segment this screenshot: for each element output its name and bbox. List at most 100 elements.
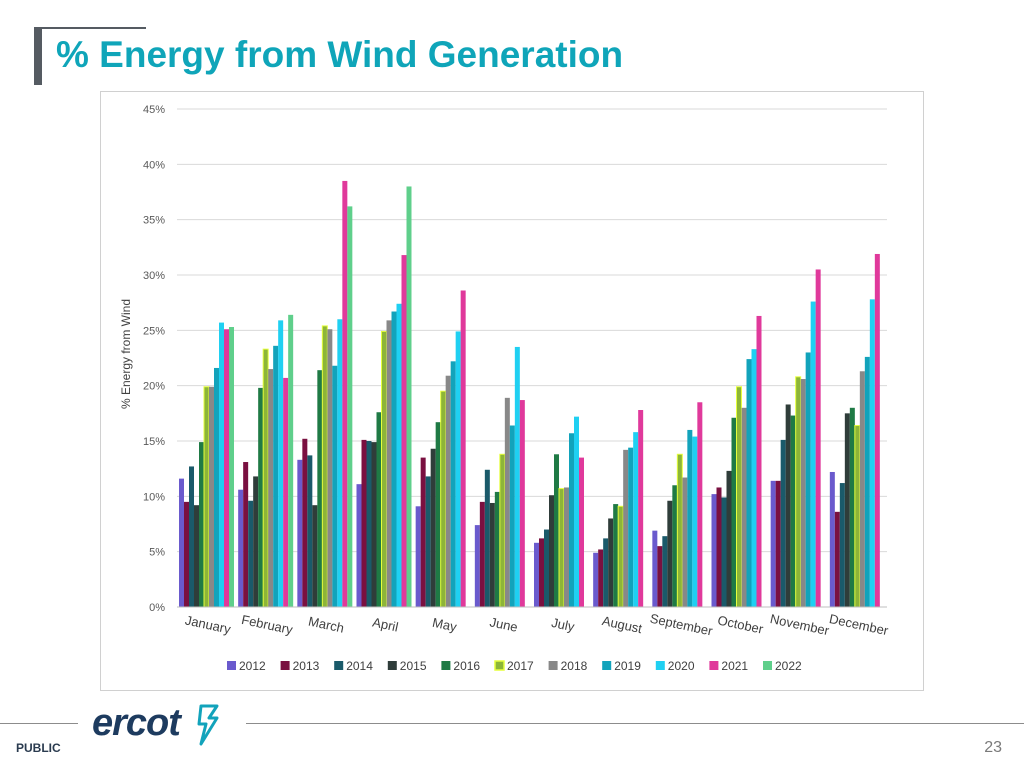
bar-2016-november — [790, 415, 796, 607]
bar-2013-february — [243, 462, 249, 607]
bar-2013-october — [716, 487, 722, 607]
bar-2013-may — [420, 457, 426, 607]
bar-2013-september — [657, 546, 663, 607]
legend-label: 2015 — [400, 659, 427, 673]
x-tick-label: April — [371, 615, 400, 635]
x-tick-label: November — [769, 611, 831, 638]
bar-2012-january — [179, 478, 184, 607]
bar-2021-july — [579, 457, 584, 607]
legend-swatch-2016 — [441, 661, 451, 670]
bar-2017-january — [203, 386, 210, 608]
x-tick-label: February — [240, 612, 294, 638]
lightning-bolt-icon — [197, 704, 219, 746]
wind-energy-chart: 0% 5% 10% 15% 20% 25% 30% 35% 40% 45% % Energy fro… — [119, 104, 890, 673]
bar-2013-august — [598, 549, 604, 607]
legend-swatch-2015 — [387, 661, 397, 670]
bar-2018-august — [623, 449, 629, 607]
bar-2020-october — [751, 349, 757, 607]
bar-2015-may — [430, 448, 436, 607]
legend-swatch-2021 — [709, 661, 719, 670]
bar-2012-december — [829, 471, 835, 607]
bar-2013-january — [184, 501, 189, 607]
bar-2015-march — [312, 505, 318, 607]
y-tick-label: 40% — [143, 159, 165, 171]
bar-2021-january — [224, 329, 229, 607]
bar-2015-september — [667, 500, 673, 607]
bar-2021-june — [519, 400, 525, 607]
x-tick-label: August — [601, 613, 644, 636]
bar-2017-october — [736, 386, 742, 608]
bar-2016-january — [199, 442, 204, 607]
bar-2014-october — [721, 497, 727, 607]
bar-2017-august — [617, 505, 624, 608]
x-tick-label: September — [649, 611, 715, 639]
bar-2016-june — [494, 491, 500, 607]
bar-2013-july — [539, 538, 544, 607]
bar-2014-september — [662, 536, 668, 607]
legend-label: 2022 — [775, 659, 802, 673]
footer-divider-right — [246, 723, 1024, 724]
y-tick-label: 15% — [143, 436, 165, 448]
bar-2017-february — [262, 348, 269, 608]
bar-2013-april — [361, 439, 367, 607]
bar-2012-november — [770, 480, 776, 607]
legend-label: 2016 — [453, 659, 480, 673]
bar-2012-october — [711, 494, 717, 607]
legend-label: 2018 — [561, 659, 588, 673]
x-tick-label: June — [488, 614, 519, 635]
bar-2016-july — [554, 454, 559, 607]
y-tick-label: 30% — [143, 270, 165, 282]
bar-2018-april — [386, 320, 392, 607]
bar-2012-august — [593, 552, 599, 607]
bar-2021-march — [342, 180, 348, 607]
legend-swatch-2012 — [227, 661, 236, 670]
bar-2019-april — [391, 311, 397, 607]
bar-2017-november — [795, 376, 802, 608]
bar-2020-july — [574, 416, 579, 607]
bar-2018-february — [268, 369, 274, 607]
bar-2018-november — [800, 379, 806, 607]
y-tick-label: 25% — [143, 325, 165, 337]
y-tick-label: 20% — [143, 381, 165, 393]
bar-2018-june — [504, 397, 510, 607]
bar-2018-may — [445, 375, 451, 607]
bar-2016-march — [317, 370, 323, 607]
legend-swatch-2013 — [280, 661, 290, 670]
y-tick-label: 0% — [149, 602, 165, 614]
bar-2013-december — [834, 511, 840, 607]
bar-2022-march — [347, 206, 353, 607]
bar-2012-june — [474, 525, 480, 607]
bar-2012-april — [356, 484, 362, 607]
logo-text: ercot — [92, 702, 181, 744]
bar-2015-february — [253, 476, 259, 607]
bar-2015-april — [371, 442, 377, 607]
legend-label: 2012 — [239, 659, 266, 673]
bar-2021-september — [697, 402, 703, 607]
legend-swatch-2017 — [494, 660, 505, 671]
bar-2017-september — [676, 453, 683, 608]
bar-2019-july — [569, 433, 574, 607]
y-tick-label: 45% — [143, 104, 165, 116]
legend-label: 2017 — [507, 659, 534, 673]
bar-2015-august — [608, 518, 614, 607]
bar-2021-august — [638, 410, 644, 607]
bar-2021-november — [815, 269, 821, 607]
bar-2020-january — [219, 322, 224, 607]
x-tick-label: July — [550, 615, 576, 635]
footer-divider-left — [0, 723, 78, 724]
bar-2013-june — [479, 501, 485, 607]
bar-2020-february — [278, 320, 284, 607]
bar-2014-march — [307, 455, 313, 607]
bar-2017-march — [321, 325, 328, 608]
bar-2020-november — [810, 301, 816, 607]
page-number: 23 — [984, 739, 1002, 756]
bar-2016-april — [376, 412, 382, 607]
bar-2021-october — [756, 315, 762, 607]
legend-label: 2013 — [293, 659, 320, 673]
bar-2013-march — [302, 438, 308, 607]
bar-2017-may — [440, 390, 447, 608]
classification-label: PUBLIC — [16, 741, 61, 755]
bar-2019-december — [864, 356, 870, 607]
bar-2018-march — [327, 329, 333, 607]
bar-2020-september — [692, 436, 698, 607]
